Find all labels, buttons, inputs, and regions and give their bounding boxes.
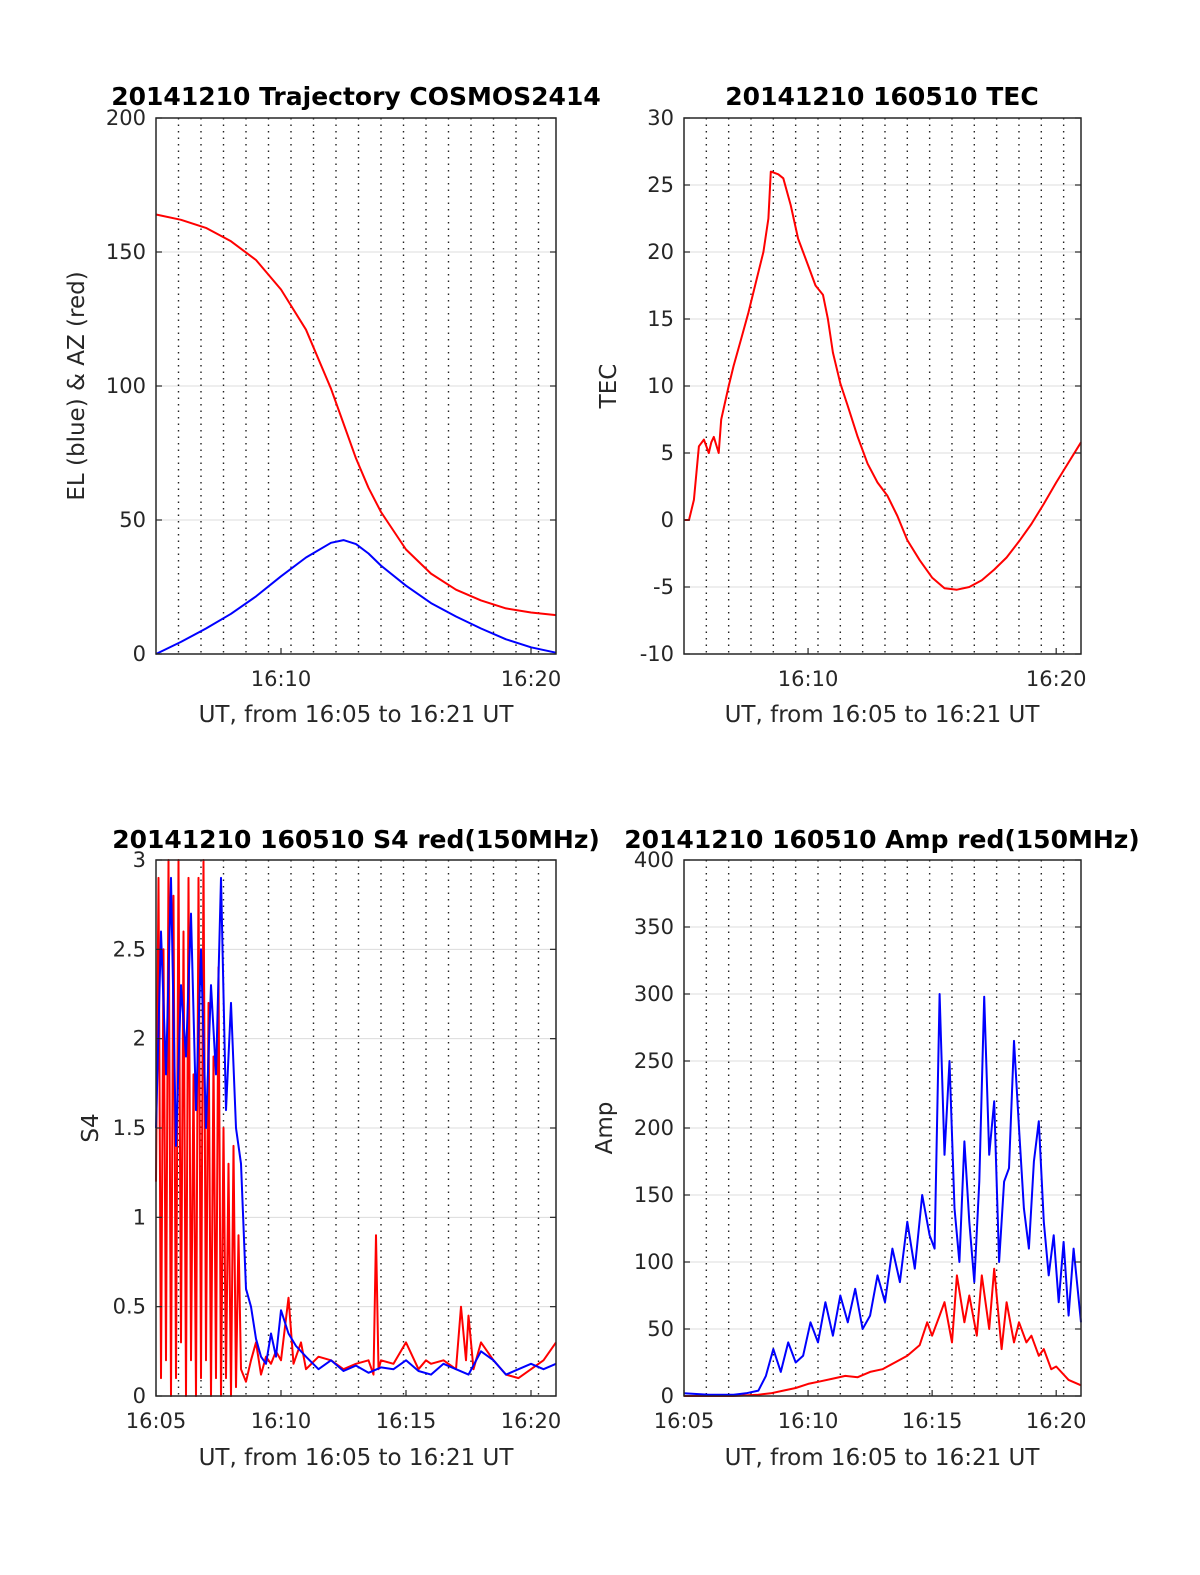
s4-xtick-label: 16:05 (126, 1409, 187, 1433)
s4-xtick-label: 16:10 (251, 1409, 312, 1433)
tec-title: 20141210 160510 TEC (725, 82, 1038, 111)
s4-series-blue-line (155, 876, 557, 1376)
s4-ylabel: S4 (78, 1113, 104, 1142)
amp-ytick-label: 50 (647, 1317, 674, 1341)
tec-xtick-label: 16:20 (1026, 667, 1087, 691)
amp-xtick-label: 16:10 (778, 1409, 839, 1433)
tec-xlabel: UT, from 16:05 to 16:21 UT (725, 702, 1041, 728)
s4-xlabel: UT, from 16:05 to 16:21 UT (199, 1445, 515, 1471)
tec-ytick-label: 30 (647, 106, 674, 130)
tec-series-red-line (684, 170, 1082, 591)
amp-panel: 0 50 100 150 200 250 300 350 400 16:05 16:10 16:15 1… (592, 825, 1140, 1471)
s4-ytick-label: 3 (133, 848, 146, 872)
trajectory-xtick-label: 16:20 (501, 667, 562, 691)
trajectory-xlabel: UT, from 16:05 to 16:21 UT (199, 702, 515, 728)
s4-ytick-label: 2 (133, 1027, 146, 1051)
trajectory-ytick-label: 0 (133, 642, 146, 666)
amp-ytick-label: 350 (634, 915, 674, 939)
trajectory-ytick-label: 100 (106, 374, 146, 398)
trajectory-series-blue-line (155, 539, 557, 655)
s4-panel: 0 0.5 1 1.5 2 2.5 3 16:05 16:10 16:15 16:20 2014121… (78, 825, 600, 1471)
trajectory-series-red-line (155, 213, 557, 617)
tec-ytick-label: -10 (640, 642, 674, 666)
trajectory-xtick-label: 16:10 (251, 667, 312, 691)
amp-ytick-label: 400 (634, 848, 674, 872)
amp-ytick-label: 200 (634, 1116, 674, 1140)
tec-ytick-label: 5 (661, 441, 674, 465)
amp-ytick-label: 300 (634, 982, 674, 1006)
s4-ytick-label: 0 (133, 1384, 146, 1408)
trajectory-ytick-label: 200 (106, 106, 146, 130)
tec-panel: -10 -5 0 5 10 15 20 25 30 16:10 16:20 20141210 1605… (596, 82, 1086, 728)
s4-ytick-label: 1 (133, 1205, 146, 1229)
s4-series-red-line (155, 859, 557, 1397)
amp-ytick-label: 250 (634, 1049, 674, 1073)
amp-xlabel: UT, from 16:05 to 16:21 UT (725, 1445, 1041, 1471)
s4-title: 20141210 160510 S4 red(150MHz) (112, 825, 600, 854)
trajectory-panel: 0 50 100 150 200 16:10 16:20 20141210 Trajector… (64, 82, 601, 728)
trajectory-ylabel: EL (blue) & AZ (red) (64, 271, 90, 500)
trajectory-title: 20141210 Trajectory COSMOS2414 (111, 82, 601, 111)
amp-title: 20141210 160510 Amp red(150MHz) (624, 825, 1140, 854)
tec-ytick-label: 10 (647, 374, 674, 398)
s4-ytick-label: 2.5 (113, 937, 146, 961)
amp-xtick-label: 16:05 (654, 1409, 715, 1433)
s4-xtick-label: 16:20 (501, 1409, 562, 1433)
tec-xtick-label: 16:10 (778, 667, 839, 691)
tec-ytick-label: -5 (653, 575, 674, 599)
tec-ytick-label: 25 (647, 173, 674, 197)
amp-series-red-line (684, 1267, 1082, 1397)
amp-ylabel: Amp (592, 1102, 618, 1155)
amp-xtick-label: 16:20 (1026, 1409, 1087, 1433)
tec-ytick-label: 20 (647, 240, 674, 264)
amp-series-blue-line (683, 993, 1082, 1396)
amp-xtick-label: 16:15 (902, 1409, 963, 1433)
amp-ytick-label: 150 (634, 1183, 674, 1207)
amp-ytick-label: 0 (661, 1384, 674, 1408)
s4-ytick-label: 1.5 (113, 1116, 146, 1140)
trajectory-ytick-label: 150 (106, 240, 146, 264)
amp-ytick-label: 100 (634, 1250, 674, 1274)
tec-ytick-label: 0 (661, 508, 674, 532)
trajectory-ytick-label: 50 (119, 508, 146, 532)
tec-ytick-label: 15 (647, 307, 674, 331)
s4-ytick-label: 0.5 (113, 1295, 146, 1319)
s4-xtick-label: 16:15 (376, 1409, 437, 1433)
tec-ylabel: TEC (596, 364, 622, 410)
